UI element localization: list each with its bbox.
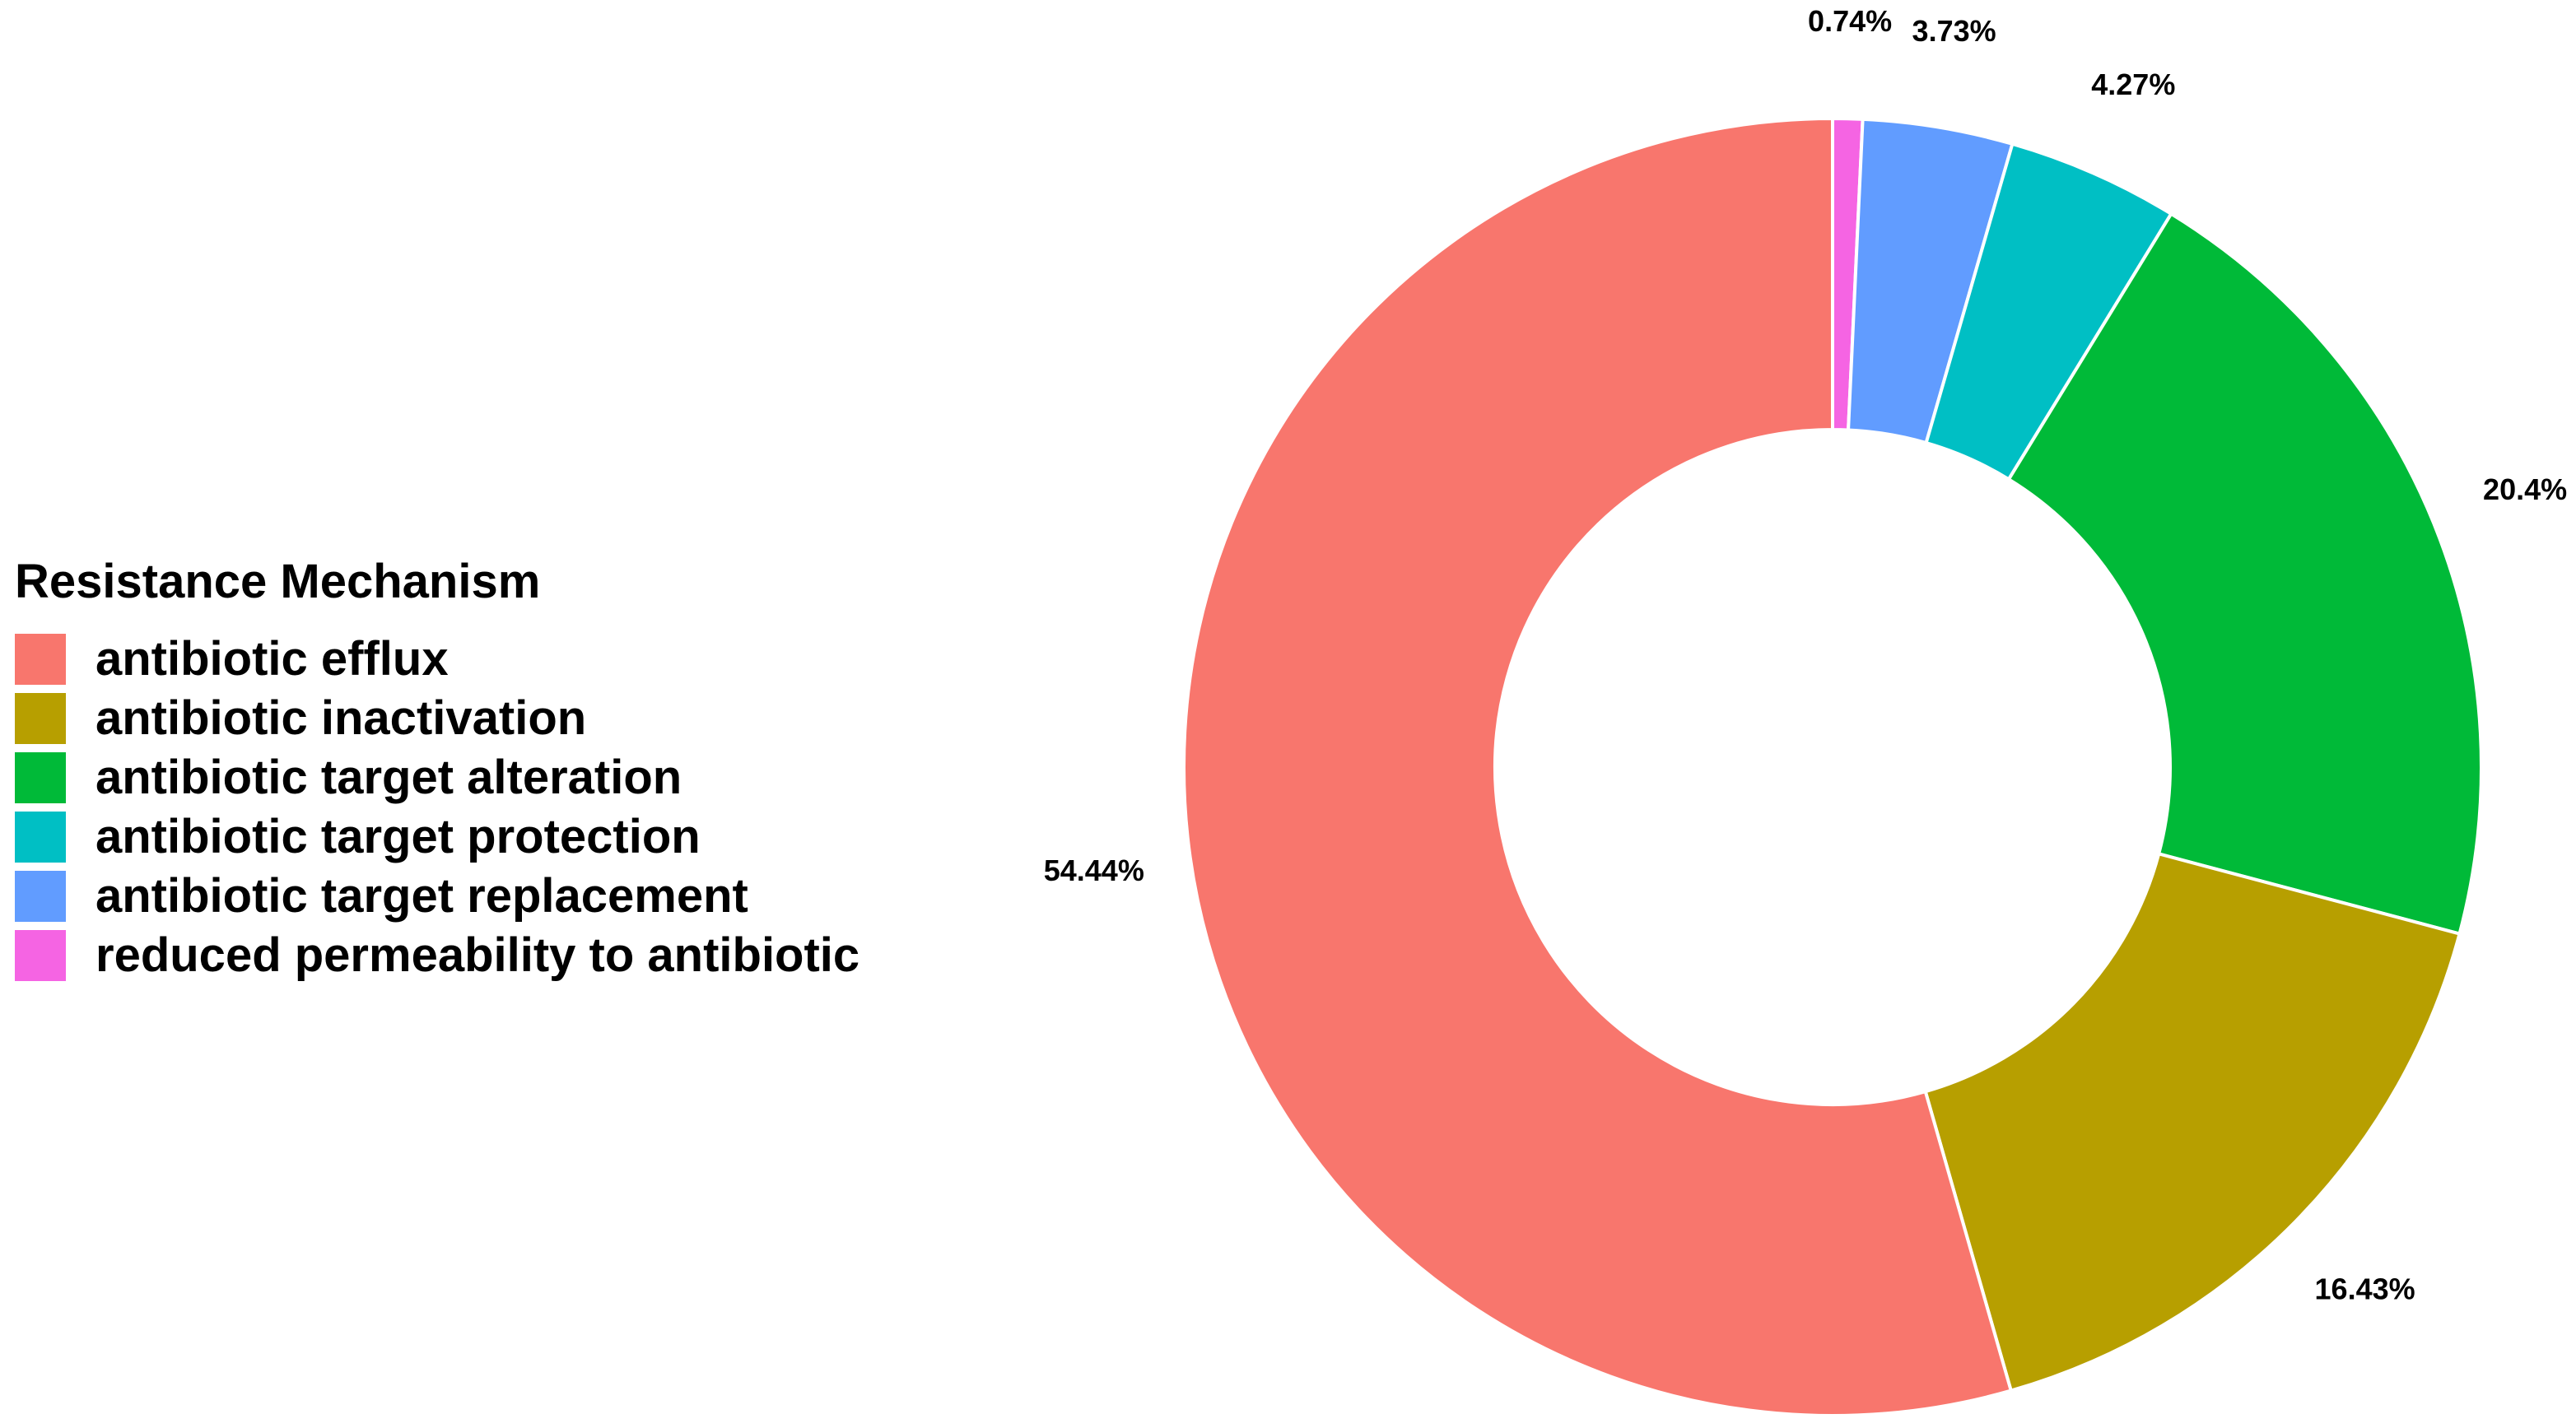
legend-key-reduced-permeability-to-antibiotic [15, 930, 66, 981]
slice-label-antibiotic-inactivation: 16.43% [2315, 1272, 2415, 1306]
donut-slices [1182, 116, 2483, 1417]
slice-label-antibiotic-target-replacement: 3.73% [1912, 14, 1996, 48]
slice-label-antibiotic-target-protection: 4.27% [2091, 67, 2175, 101]
slice-antibiotic-inactivation [1923, 851, 2462, 1393]
slice-labels: 0.74% 3.73% 4.27% 20.4% 16.43% 54.44% [1044, 4, 2567, 1305]
legend-label-reduced-permeability-to-antibiotic: reduced permeability to antibiotic [95, 928, 859, 982]
slice-label-reduced-permeability-to-antibiotic: 0.74% [1808, 4, 1892, 38]
legend-key-antibiotic-target-protection [15, 812, 66, 863]
legend-key-antibiotic-target-alteration [15, 752, 66, 803]
slice-label-antibiotic-target-alteration: 20.4% [2483, 472, 2567, 506]
legend-key-antibiotic-target-replacement [15, 871, 66, 922]
legend-label-antibiotic-target-alteration: antibiotic target alteration [95, 751, 682, 804]
legend-title: Resistance Mechanism [15, 555, 540, 608]
slice-antibiotic-efflux [1182, 116, 2014, 1417]
legend-label-antibiotic-inactivation: antibiotic inactivation [95, 691, 586, 745]
legend-label-antibiotic-target-protection: antibiotic target protection [95, 810, 701, 863]
slice-label-antibiotic-efflux: 54.44% [1044, 854, 1144, 887]
slice-antibiotic-target-alteration [2006, 212, 2483, 936]
legend-label-antibiotic-efflux: antibiotic efflux [95, 632, 449, 686]
legend-label-antibiotic-target-replacement: antibiotic target replacement [95, 869, 748, 923]
legend-key-antibiotic-inactivation [15, 693, 66, 744]
legend-key-antibiotic-efflux [15, 634, 66, 685]
legend: Resistance Mechanism antibiotic effluxan… [15, 555, 859, 982]
